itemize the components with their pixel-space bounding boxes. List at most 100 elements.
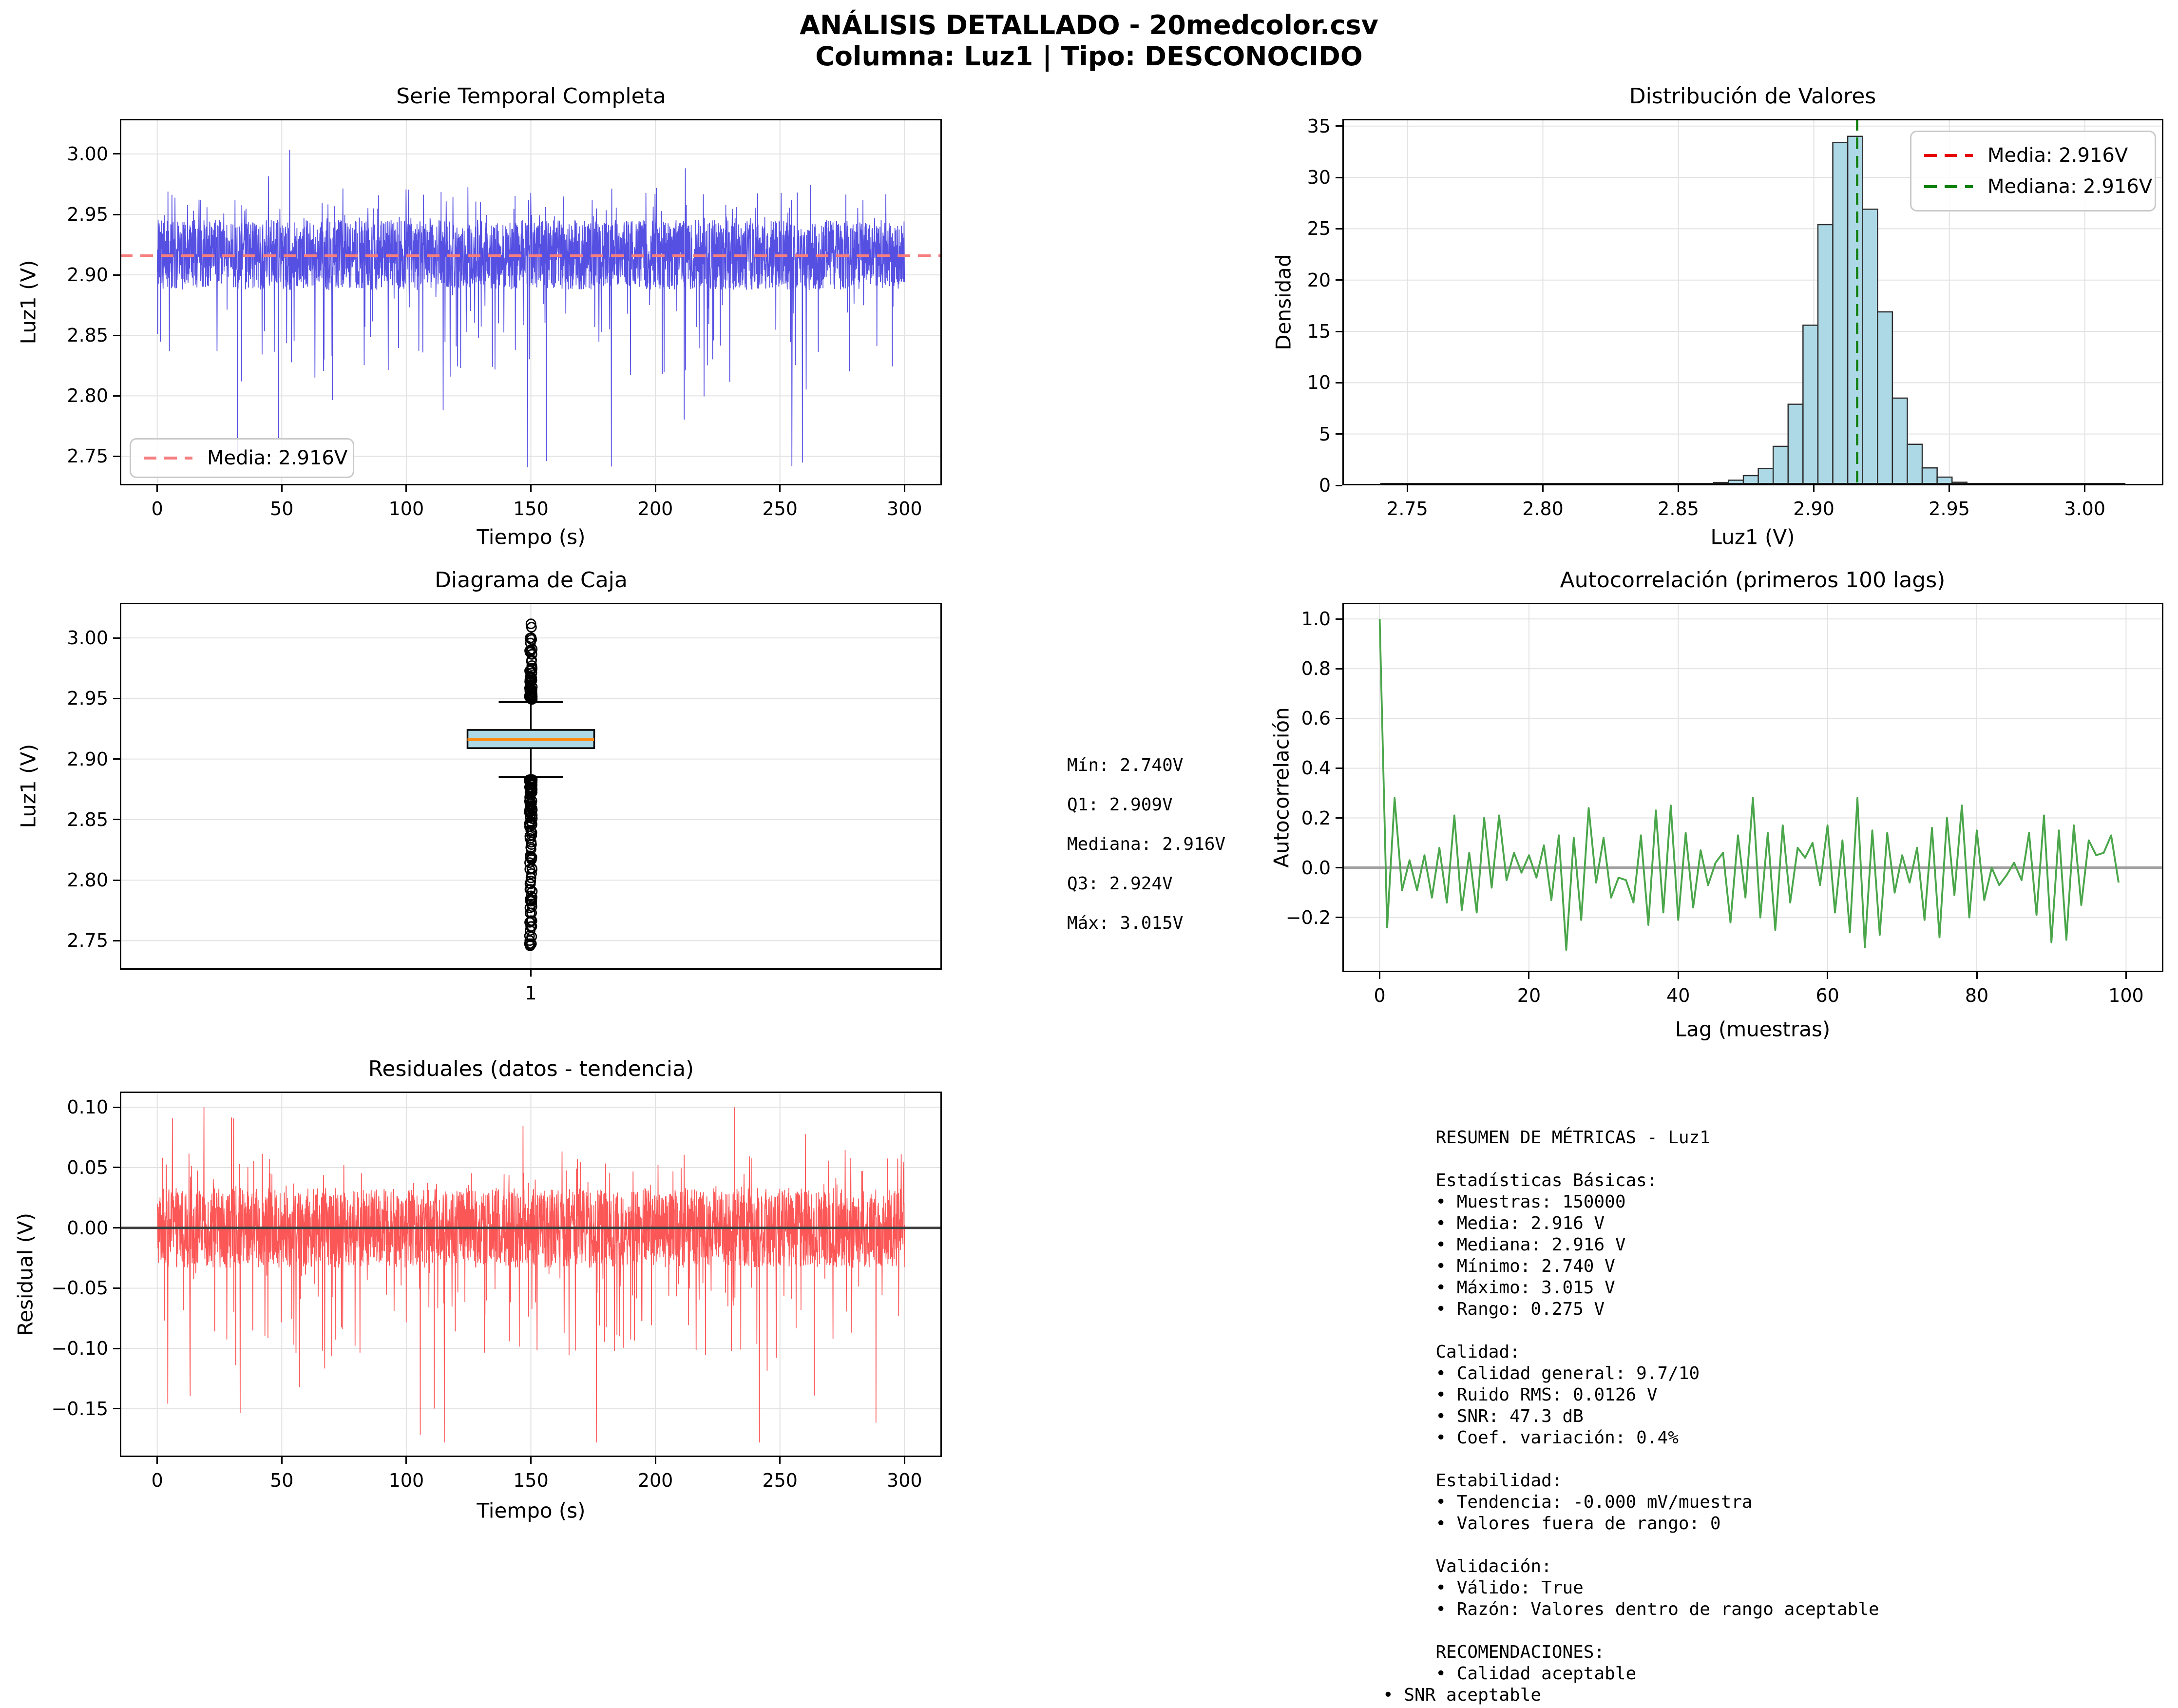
y-tick-mark	[1336, 668, 1342, 670]
autocorr-xlabel: Lag (muestras)	[1675, 1017, 1831, 1041]
autocorr-ylabel: Autocorrelación	[1269, 707, 1294, 868]
x-tick-mark	[1542, 485, 1544, 492]
residuals-xlabel: Tiempo (s)	[477, 1498, 586, 1523]
y-tick-mark	[113, 395, 120, 397]
autocorr-title: Autocorrelación (primeros 100 lags)	[1560, 568, 1946, 593]
y-tick-mark	[1336, 228, 1342, 230]
y-tick-label: 2.80	[67, 869, 108, 891]
y-tick-label: 30	[1307, 167, 1331, 189]
y-tick-mark	[113, 940, 120, 941]
y-tick-label: 2.90	[67, 264, 108, 286]
y-tick-label: 2.75	[67, 445, 108, 467]
y-tick-mark	[113, 153, 120, 155]
x-tick-mark	[779, 485, 781, 492]
stat-mediana: Mediana: 2.916V	[1067, 834, 1226, 854]
stat-min: Mín: 2.740V	[1067, 755, 1184, 775]
y-tick-mark	[1336, 867, 1342, 869]
x-tick-label: 150	[513, 498, 549, 519]
metrics-line: • Ruido RMS: 0.0126 V	[1383, 1385, 1658, 1405]
boxplot-plot	[120, 603, 942, 970]
y-tick-label: 5	[1318, 423, 1331, 445]
y-tick-mark	[113, 334, 120, 336]
metrics-line: • Mediana: 2.916 V	[1383, 1235, 1626, 1255]
y-tick-label: 2.95	[67, 204, 108, 226]
x-tick-mark	[1949, 485, 1950, 492]
x-tick-mark	[530, 485, 532, 492]
x-tick-mark	[530, 970, 532, 977]
histogram-plot	[1342, 119, 2163, 485]
y-tick-mark	[113, 819, 120, 821]
x-tick-mark	[1827, 972, 1829, 979]
y-tick-label: −0.2	[1285, 906, 1331, 928]
x-tick-mark	[1406, 485, 1408, 492]
y-tick-label: 2.85	[67, 325, 108, 346]
metrics-line: Calidad:	[1383, 1342, 1520, 1362]
x-tick-mark	[779, 1457, 781, 1464]
y-tick-label: 2.95	[67, 688, 108, 710]
y-tick-label: −0.05	[51, 1277, 108, 1299]
x-tick-label: 2.75	[1387, 498, 1428, 519]
x-tick-label: 2.80	[1522, 498, 1564, 519]
y-tick-mark	[1336, 125, 1342, 127]
stat-max: Máx: 3.015V	[1067, 913, 1184, 933]
x-tick-label: 100	[2108, 985, 2144, 1006]
metrics-line	[1383, 1320, 1879, 1342]
y-tick-label: 2.90	[67, 748, 108, 770]
x-tick-mark	[2084, 485, 2086, 492]
y-tick-mark	[113, 637, 120, 639]
residuals-plot	[120, 1092, 942, 1457]
y-tick-label: 0.4	[1301, 757, 1331, 779]
metrics-line: • Rango: 0.275 V	[1383, 1299, 1605, 1319]
timeseries-title: Serie Temporal Completa	[396, 84, 666, 109]
y-tick-mark	[1336, 433, 1342, 435]
y-tick-label: 35	[1307, 115, 1331, 137]
x-tick-mark	[1379, 972, 1381, 979]
y-tick-label: 3.00	[67, 627, 108, 649]
metrics-line: • Calidad general: 9.7/10	[1383, 1363, 1700, 1383]
y-tick-mark	[113, 1227, 120, 1229]
y-tick-mark	[1336, 279, 1342, 281]
y-tick-label: 0.05	[67, 1156, 108, 1178]
stat-q1: Q1: 2.909V	[1067, 795, 1173, 815]
autocorr-plot	[1342, 603, 2163, 972]
y-tick-mark	[1336, 618, 1342, 620]
y-tick-label: 2.75	[67, 930, 108, 952]
metrics-line: RESUMEN DE MÉTRICAS - Luz1	[1383, 1128, 1710, 1148]
x-tick-label: 80	[1965, 985, 1989, 1006]
x-tick-mark	[530, 1457, 532, 1464]
y-tick-label: 0.6	[1301, 708, 1331, 729]
boxplot-title: Diagrama de Caja	[435, 568, 628, 593]
legend-label-media: Media: 2.916V	[207, 447, 348, 469]
y-tick-label: 0.2	[1301, 807, 1331, 829]
y-tick-label: 25	[1307, 218, 1331, 240]
y-tick-label: 0.10	[67, 1096, 108, 1118]
y-tick-label: 0	[1318, 475, 1331, 496]
metrics-line: • Máximo: 3.015 V	[1383, 1278, 1615, 1298]
residuals-title: Residuales (datos - tendencia)	[368, 1056, 694, 1081]
x-tick-label: 100	[388, 498, 424, 519]
y-tick-mark	[1336, 767, 1342, 769]
histogram-xlabel: Luz1 (V)	[1710, 525, 1795, 549]
stat-q3: Q3: 2.924V	[1067, 874, 1173, 894]
x-tick-mark	[1678, 485, 1680, 492]
metrics-line: RECOMENDACIONES:	[1383, 1642, 1605, 1662]
y-tick-mark	[113, 1347, 120, 1349]
y-tick-label: 2.85	[67, 808, 108, 830]
x-tick-label: 250	[762, 498, 798, 519]
metrics-line: • Tendencia: -0.000 mV/muestra	[1383, 1492, 1753, 1512]
timeseries-legend: Media: 2.916V	[130, 438, 354, 478]
figure-title-line2: Columna: Luz1 | Tipo: DESCONOCIDO	[815, 41, 1363, 72]
legend-row-media: Media: 2.916V	[144, 447, 347, 469]
x-tick-label: 40	[1666, 985, 1690, 1006]
metrics-summary-text: RESUMEN DE MÉTRICAS - Luz1 Estadísticas …	[1383, 1127, 1879, 1706]
y-tick-label: 0.00	[67, 1217, 108, 1239]
y-tick-label: 0.8	[1301, 658, 1331, 680]
y-tick-label: 0.0	[1301, 857, 1331, 879]
x-tick-mark	[654, 485, 656, 492]
x-tick-label: 150	[513, 1470, 549, 1491]
y-tick-mark	[1336, 176, 1342, 178]
x-tick-mark	[654, 1457, 656, 1464]
x-tick-mark	[1528, 972, 1530, 979]
y-tick-mark	[113, 1167, 120, 1169]
x-tick-label: 300	[887, 1470, 922, 1491]
